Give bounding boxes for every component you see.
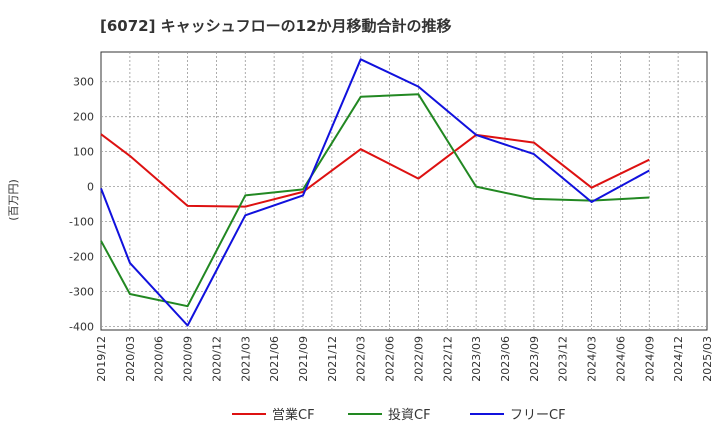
legend: 営業CF 投資CF フリーCF — [232, 407, 566, 423]
legend-label: 投資CF — [388, 407, 431, 423]
x-tick-label: 2020/12 — [210, 336, 223, 382]
x-tick-label: 2020/09 — [182, 336, 195, 382]
x-tick-label: 2020/03 — [124, 336, 137, 382]
grid-lines — [101, 52, 707, 330]
y-tick-label: 100 — [73, 146, 94, 159]
y-tick-label: -200 — [69, 251, 94, 264]
x-tick-label: 2023/03 — [470, 336, 483, 382]
x-tick-label: 2023/12 — [557, 336, 570, 382]
x-tick-label: 2023/06 — [499, 336, 512, 382]
x-tick-label: 2020/06 — [153, 336, 166, 382]
x-tick-label: 2024/12 — [672, 336, 685, 382]
x-tick-label: 2022/12 — [441, 336, 454, 382]
y-axis-ticks: 300 200 100 0 -100 -200 -300 -400 — [69, 76, 94, 334]
y-tick-label: 200 — [73, 111, 94, 124]
x-tick-label: 2022/09 — [412, 336, 425, 382]
x-tick-label: 2021/03 — [239, 336, 252, 382]
series-lines — [100, 58, 650, 327]
y-axis-label: (百万円) — [7, 179, 20, 221]
x-tick-label: 2025/03 — [701, 336, 714, 382]
plot-area — [100, 51, 708, 331]
x-tick-label: 2021/06 — [268, 336, 281, 382]
series-line — [100, 133, 650, 208]
y-tick-label: 300 — [73, 76, 94, 89]
x-tick-label: 2022/03 — [355, 336, 368, 382]
y-tick-label: -400 — [69, 321, 94, 334]
x-axis-ticks: 2019/12 2020/03 2020/06 2020/09 2020/12 2021/… — [95, 336, 714, 382]
x-tick-label: 2024/03 — [586, 336, 599, 382]
chart-title: [6072] キャッシュフローの12か月移動合計の推移 — [100, 17, 452, 35]
y-tick-label: 0 — [87, 181, 94, 194]
x-tick-label: 2022/06 — [384, 336, 397, 382]
x-tick-label: 2023/09 — [528, 336, 541, 382]
series-line — [100, 58, 650, 327]
x-tick-label: 2019/12 — [95, 336, 108, 382]
y-tick-label: -100 — [69, 216, 94, 229]
legend-label: 営業CF — [272, 407, 315, 423]
legend-label: フリーCF — [510, 408, 566, 423]
x-tick-label: 2021/09 — [297, 336, 310, 382]
series-line — [100, 93, 650, 308]
x-tick-label: 2024/06 — [614, 336, 627, 382]
x-tick-label: 2021/12 — [326, 336, 339, 382]
x-tick-label: 2024/09 — [643, 336, 656, 382]
y-tick-label: -300 — [69, 286, 94, 299]
